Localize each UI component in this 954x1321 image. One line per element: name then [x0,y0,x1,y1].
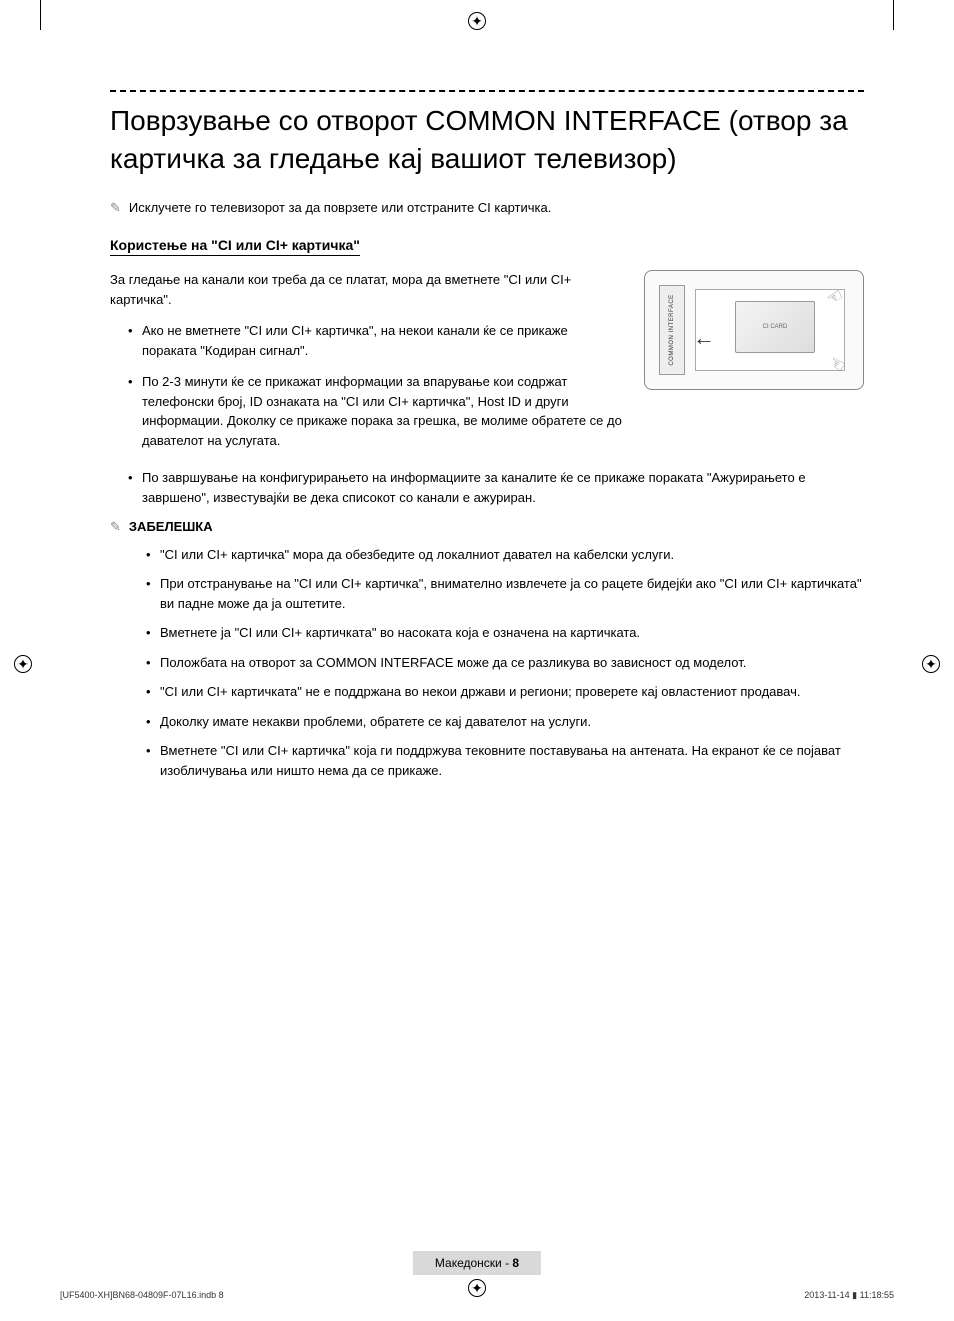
dashed-separator [110,90,864,92]
list-item: По 2-3 минути ќе се прикажат информации … [128,372,624,450]
list-item: "CI или CI+ картичка" мора да обезбедите… [146,545,864,565]
crop-mark [893,0,894,30]
bullet-list: Ако не вметнете "CI или CI+ картичка", н… [110,321,624,450]
pencil-icon: ✎ [110,200,121,216]
list-item: "CI или CI+ картичката" не е поддржана в… [146,682,864,702]
note-heading-row: ✎ ЗАБЕЛЕШКА [110,519,864,535]
top-note-text: Исклучете го телевизорот за да поврзете … [129,200,551,215]
registration-mark-icon [14,655,32,673]
bullet-list: По завршување на конфигурирањето на инфо… [110,468,864,507]
crop-mark [40,0,41,30]
footer-separator: - [502,1256,513,1270]
arrow-left-icon: ← [693,325,715,351]
page-footer-badge: Македонски - 8 [413,1251,541,1275]
print-footer-left: [UF5400-XH]BN68-04809F-07L16.indb 8 [60,1290,224,1301]
print-footer: [UF5400-XH]BN68-04809F-07L16.indb 8 2013… [60,1290,894,1301]
note-heading: ЗАБЕЛЕШКА [129,519,213,534]
page-title: Поврзување со отворот COMMON INTERFACE (… [110,102,864,178]
footer-language: Македонски [435,1256,502,1270]
pencil-icon: ✎ [110,519,121,535]
page-content: Поврзување со отворот COMMON INTERFACE (… [110,90,864,1251]
list-item: Доколку имате некакви проблеми, обратете… [146,712,864,732]
footer-page-number: 8 [512,1256,519,1270]
slot-label: COMMON INTERFACE [669,295,675,366]
registration-mark-icon [468,12,486,30]
registration-mark-icon [922,655,940,673]
ci-slot-icon: COMMON INTERFACE [659,285,685,375]
list-item: Положбата на отворот за COMMON INTERFACE… [146,653,864,673]
note-bullet-list: "CI или CI+ картичка" мора да обезбедите… [110,545,864,781]
section-heading: Користење на "CI или CI+ картичка" [110,237,360,256]
list-item: При отстранување на "CI или CI+ картичка… [146,574,864,613]
list-item: Вметнете ја "CI или CI+ картичката" во н… [146,623,864,643]
ci-card-icon: CI CARD [735,301,815,353]
list-item: По завршување на конфигурирањето на инфо… [128,468,864,507]
list-item: Ако не вметнете "CI или CI+ картичка", н… [128,321,624,360]
list-item: Вметнете "CI или CI+ картичка" која ги п… [146,741,864,780]
top-note: ✎ Исклучете го телевизорот за да поврзет… [110,200,864,216]
card-label: CI CARD [763,324,788,330]
ci-card-illustration: COMMON INTERFACE ← CI CARD ☜ ☜ [644,270,864,390]
print-footer-right: 2013-11-14 ▮ 11:18:55 [804,1290,894,1301]
intro-text: За гледање на канали кои треба да се пла… [110,270,624,309]
